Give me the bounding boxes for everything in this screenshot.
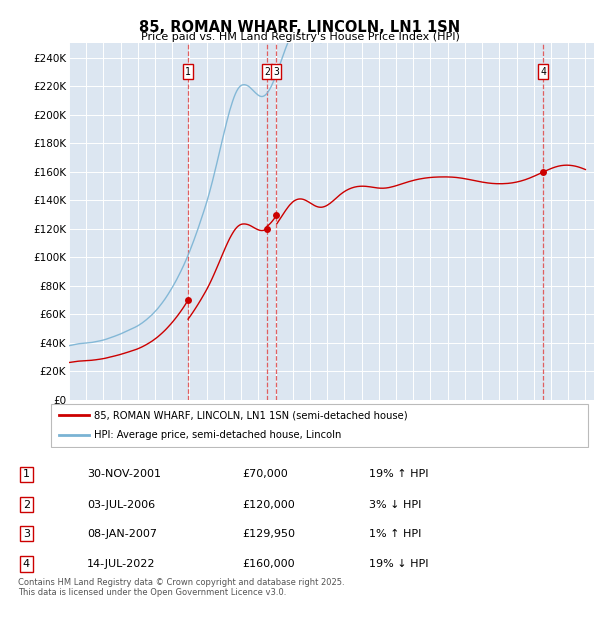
Text: 2: 2 — [23, 500, 30, 510]
FancyBboxPatch shape — [51, 404, 588, 447]
Text: HPI: Average price, semi-detached house, Lincoln: HPI: Average price, semi-detached house,… — [94, 430, 341, 440]
Text: 14-JUL-2022: 14-JUL-2022 — [87, 559, 155, 569]
Text: 3: 3 — [273, 67, 279, 77]
Text: Price paid vs. HM Land Registry's House Price Index (HPI): Price paid vs. HM Land Registry's House … — [140, 32, 460, 42]
Text: 19% ↑ HPI: 19% ↑ HPI — [369, 469, 428, 479]
Text: 3: 3 — [23, 529, 30, 539]
Text: 85, ROMAN WHARF, LINCOLN, LN1 1SN: 85, ROMAN WHARF, LINCOLN, LN1 1SN — [139, 20, 461, 35]
Text: 4: 4 — [540, 67, 546, 77]
Text: 2: 2 — [264, 67, 270, 77]
Text: Contains HM Land Registry data © Crown copyright and database right 2025.
This d: Contains HM Land Registry data © Crown c… — [18, 578, 344, 597]
Text: 1: 1 — [23, 469, 30, 479]
Text: 1: 1 — [185, 67, 191, 77]
Text: 30-NOV-2001: 30-NOV-2001 — [87, 469, 161, 479]
Text: 4: 4 — [23, 559, 30, 569]
Text: £129,950: £129,950 — [242, 529, 295, 539]
Text: 19% ↓ HPI: 19% ↓ HPI — [369, 559, 428, 569]
Text: 3% ↓ HPI: 3% ↓ HPI — [369, 500, 421, 510]
Text: 85, ROMAN WHARF, LINCOLN, LN1 1SN (semi-detached house): 85, ROMAN WHARF, LINCOLN, LN1 1SN (semi-… — [94, 410, 408, 420]
Text: 08-JAN-2007: 08-JAN-2007 — [87, 529, 157, 539]
Text: 03-JUL-2006: 03-JUL-2006 — [87, 500, 155, 510]
Text: £70,000: £70,000 — [242, 469, 288, 479]
Text: 1% ↑ HPI: 1% ↑ HPI — [369, 529, 421, 539]
Text: £160,000: £160,000 — [242, 559, 295, 569]
Text: £120,000: £120,000 — [242, 500, 295, 510]
